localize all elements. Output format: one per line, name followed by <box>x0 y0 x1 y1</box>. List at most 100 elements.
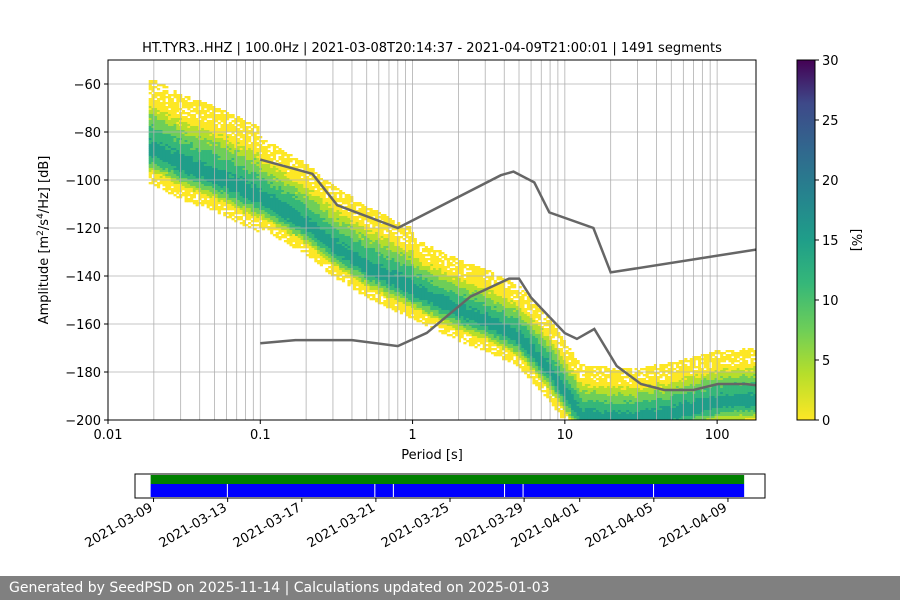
heatmap-cell <box>242 154 246 157</box>
heatmap-cell <box>413 302 417 305</box>
heatmap-cell <box>231 208 235 211</box>
heatmap-cell <box>220 166 224 169</box>
heatmap-cell <box>457 334 462 337</box>
heatmap-cell <box>192 148 197 151</box>
heatmap-cell <box>355 218 359 221</box>
heatmap-cell <box>383 252 387 255</box>
heatmap-cell <box>214 108 219 111</box>
heatmap-cell <box>424 250 428 253</box>
heatmap-cell <box>408 306 412 309</box>
heatmap-cell <box>444 328 448 331</box>
heatmap-cell <box>306 242 310 245</box>
heatmap-cell <box>168 142 172 145</box>
heatmap-cell <box>220 160 224 163</box>
heatmap-cell <box>154 128 158 131</box>
heatmap-cell <box>344 270 348 273</box>
heatmap-cell <box>328 226 332 229</box>
heatmap-cell <box>190 104 194 107</box>
heatmap-cell <box>223 152 227 155</box>
heatmap-cell <box>294 210 299 213</box>
heatmap-cell <box>250 200 254 203</box>
heatmap-cell <box>239 118 243 121</box>
heatmap-cell <box>430 292 434 295</box>
heatmap-cell <box>162 164 166 167</box>
heatmap-cell <box>408 298 412 301</box>
heatmap-cell <box>339 208 343 211</box>
heatmap-cell <box>444 292 448 295</box>
heatmap-cell <box>328 266 332 269</box>
heatmap-cell <box>181 184 185 187</box>
heatmap-cell <box>424 248 428 251</box>
heatmap-cell <box>162 136 166 139</box>
heatmap-cell <box>394 274 398 277</box>
heatmap-cell <box>300 180 304 183</box>
heatmap-cell <box>223 140 227 143</box>
heatmap-cell <box>256 160 260 163</box>
heatmap-cell <box>322 206 326 209</box>
heatmap-cell <box>217 188 221 191</box>
heatmap-cell <box>156 134 161 137</box>
heatmap-cell <box>455 302 459 305</box>
heatmap-cell <box>399 232 404 235</box>
heatmap-cell <box>192 136 197 139</box>
heatmap-cell <box>217 114 221 117</box>
heatmap-cell <box>242 206 246 209</box>
heatmap-cell <box>261 168 266 171</box>
heatmap-cell <box>430 294 434 297</box>
heatmap-cell <box>264 168 268 171</box>
heatmap-cell <box>394 224 398 227</box>
heatmap-cell <box>336 244 340 247</box>
heatmap-cell <box>394 254 398 257</box>
heatmap-cell <box>438 268 442 271</box>
heatmap-cell <box>397 300 401 303</box>
heatmap-cell <box>203 102 208 105</box>
heatmap-cell <box>408 294 412 297</box>
heatmap-cell <box>311 176 315 179</box>
heatmap-cell <box>289 188 293 191</box>
heatmap-cell <box>441 316 445 319</box>
heatmap-cell <box>294 204 299 207</box>
heatmap-cell <box>267 164 271 167</box>
heatmap-cell <box>195 192 199 195</box>
heatmap-cell <box>168 152 172 155</box>
heatmap-cell <box>242 158 246 161</box>
heatmap-cell <box>294 198 299 201</box>
heatmap-cell <box>433 276 437 279</box>
heatmap-cell <box>322 260 326 263</box>
heatmap-cell <box>234 148 238 151</box>
heatmap-cell <box>427 258 431 261</box>
heatmap-cell <box>308 194 312 197</box>
heatmap-cell <box>457 260 462 263</box>
heatmap-cell <box>206 148 210 151</box>
heatmap-cell <box>397 302 401 305</box>
heatmap-cell <box>427 252 431 255</box>
heatmap-cell <box>190 118 194 121</box>
heatmap-cell <box>148 154 152 157</box>
heatmap-cell <box>449 264 453 267</box>
heatmap-cell <box>225 192 230 195</box>
heatmap-cell <box>256 230 260 233</box>
heatmap-cell <box>449 288 453 291</box>
heatmap-cell <box>209 108 213 111</box>
heatmap-cell <box>187 162 191 165</box>
heatmap-cell <box>328 182 332 185</box>
heatmap-cell <box>214 166 219 169</box>
heatmap-cell <box>209 124 213 127</box>
heatmap-cell <box>250 154 254 157</box>
heatmap-cell <box>383 292 387 295</box>
heatmap-cell <box>220 132 224 135</box>
heatmap-cell <box>225 190 230 193</box>
heatmap-cell <box>297 230 301 233</box>
heatmap-cell <box>281 194 285 197</box>
heatmap-cell <box>416 244 420 247</box>
heatmap-cell <box>173 164 177 167</box>
heatmap-cell <box>187 122 191 125</box>
heatmap-cell <box>281 210 285 213</box>
heatmap-cell <box>239 120 243 123</box>
heatmap-cell <box>206 158 210 161</box>
heatmap-cell <box>386 252 390 255</box>
heatmap-cell <box>300 232 304 235</box>
heatmap-cell <box>427 320 431 323</box>
heatmap-cell <box>388 268 393 271</box>
heatmap-cell <box>457 286 462 289</box>
